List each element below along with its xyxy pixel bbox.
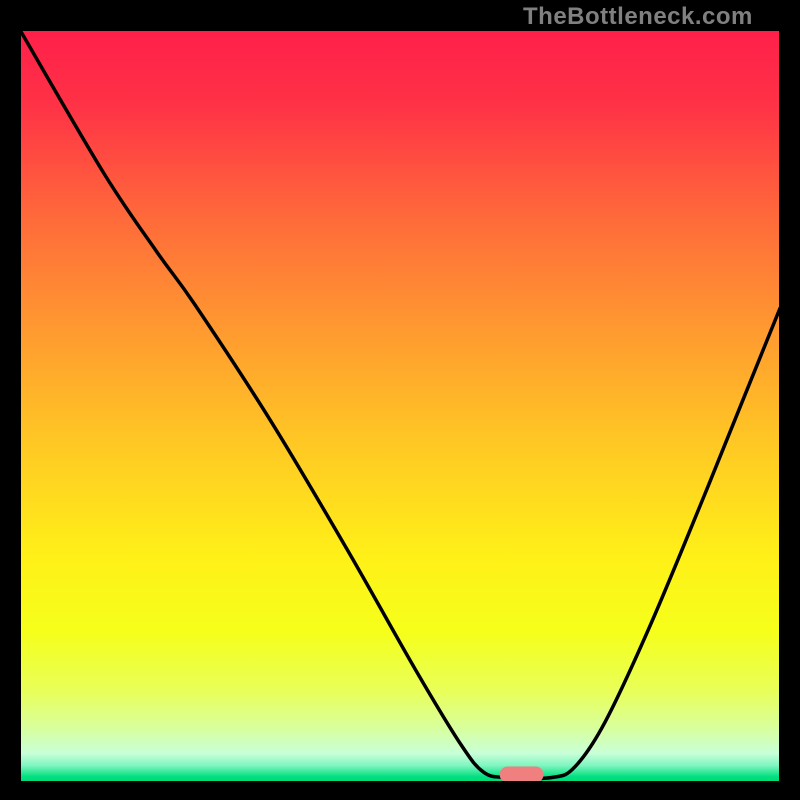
bottleneck-chart bbox=[0, 0, 800, 800]
plot-background bbox=[20, 30, 780, 782]
optimal-marker bbox=[500, 766, 544, 782]
